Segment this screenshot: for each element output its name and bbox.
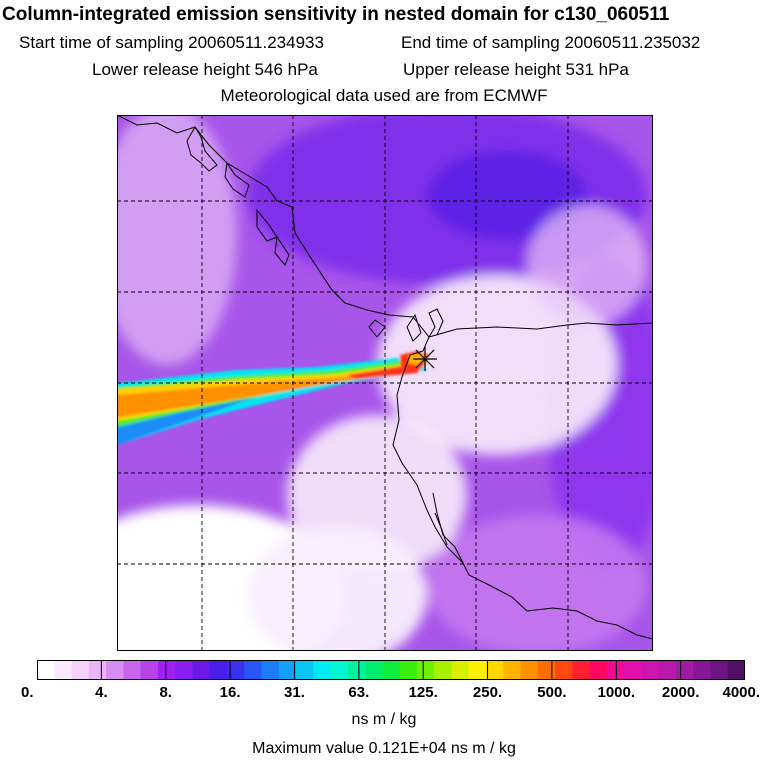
light-region-northwest [117,115,237,365]
plume-orange-core [117,365,425,417]
release-point-star [413,347,437,371]
colorbar-tick-label: 0. [21,684,34,701]
colorbar-segment [572,660,591,680]
colorbar-segment [175,660,194,680]
light-region-center [377,275,617,455]
colorbar-segment [520,660,539,680]
colorbar-segment [140,660,159,680]
colorbar-segment [106,660,124,680]
colorbar-segment [278,660,297,680]
colorbar-tick-label: 4000. [722,684,761,701]
colorbar-segment [451,660,470,680]
colorbar-segment [434,660,453,680]
colorbar-segment [658,660,677,680]
colorbar-segment [710,660,729,680]
colorbar-tick-label: 1000. [597,684,636,701]
dark-region-core [427,150,587,240]
white-region-south [247,525,427,651]
colorbar-segment [624,660,642,680]
colorbar-segment [261,660,280,680]
colorbar-segment [313,660,332,680]
colorbar-segment [399,660,418,680]
colorbar-segment [157,660,176,680]
sensitivity-field [117,115,653,651]
colorbar-segment [555,660,573,680]
medium-region-southeast [427,515,647,651]
colorbar-segment [468,660,487,680]
colorbar-units: ns m / kg [351,711,417,728]
colorbar-tick-label: 125. [408,684,438,701]
plume-blue-edge [117,390,277,445]
plume [117,351,429,445]
colorbar-segment [382,660,401,680]
colorbar-segment [727,660,745,680]
colorbar-segment [296,660,314,680]
colorbar-segment [589,660,608,680]
graticule [117,115,653,651]
start-time-label: Start time of sampling 20060511.234933 [19,33,324,52]
colorbar-segment [192,660,211,680]
colorbar-segment [675,660,694,680]
map-frame [117,115,653,651]
maximum-value-label: Maximum value 0.121E+04 ns m / kg [252,740,516,757]
lower-height-label: Lower release height 546 hPa [92,60,318,79]
colorbar-tick-label: 4. [95,684,108,701]
colorbar-tick-label: 31. [284,684,305,701]
colorbar-tick-label: 16. [219,684,241,701]
colorbar-tick-label: 2000. [661,684,700,701]
light-region-east [527,205,647,325]
colorbar-segment [503,660,522,680]
upper-height-label: Upper release height 531 hPa [403,60,629,79]
colorbar-segment [330,660,349,680]
colorbar-segment [88,660,107,680]
colorbar-tick-label: 63. [348,684,370,701]
colorbar-segment [365,660,383,680]
colorbar-tick-label: 250. [472,684,503,701]
colorbar-segment [485,660,504,680]
end-time-label: End time of sampling 20060511.235032 [401,33,701,52]
colorbar-tick-label: 8. [159,684,172,701]
colorbar-tick-label: 500. [537,684,567,701]
figure-title: Column-integrated emission sensitivity i… [2,4,670,25]
colorbar [37,660,745,680]
colorbar-segment [693,660,712,680]
colorbar-segment [347,660,366,680]
colorbar-segment [123,660,142,680]
colorbar-segment [226,660,245,680]
colorbar-frame [37,660,745,680]
colorbar-segment [416,660,435,680]
colorbar-segment [54,660,73,680]
colorbar-segment [641,660,660,680]
colorbar-segment [244,660,263,680]
colorbar-segment [37,660,55,680]
colorbar-segment [209,660,228,680]
colorbar-segment [71,660,90,680]
coastline-lines [117,115,653,640]
colorbar-segment [537,660,556,680]
sensitivity-map [117,115,653,651]
met-data-label: Meteorological data used are from ECMWF [220,86,548,105]
